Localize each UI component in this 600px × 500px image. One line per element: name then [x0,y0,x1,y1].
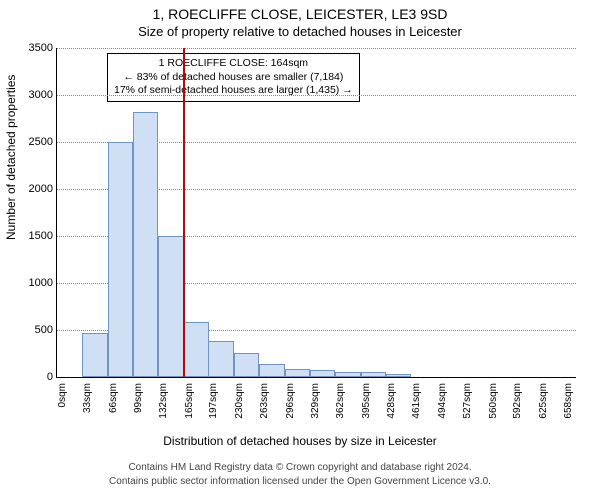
histogram-bar [158,236,183,377]
histogram-bar [361,372,386,377]
reference-line [183,48,185,377]
histogram-bar [208,341,233,377]
x-tick-label: 99sqm [133,381,144,413]
x-tick-label: 625sqm [538,381,549,419]
x-tick-label: 461sqm [411,381,422,419]
chart-subtitle: Size of property relative to detached ho… [0,24,600,39]
annotation-line2: ← 83% of detached houses are smaller (7,… [114,71,353,85]
histogram-bar [133,112,158,377]
x-tick-label: 560sqm [488,381,499,419]
y-tick-label: 2000 [29,183,57,195]
histogram-bar [234,353,259,377]
y-tick-label: 500 [35,324,57,336]
x-tick-label: 197sqm [208,381,219,419]
x-tick-label: 527sqm [462,381,473,419]
x-tick-label: 132sqm [158,381,169,419]
y-tick-label: 3000 [29,89,57,101]
x-tick-label: 592sqm [512,381,523,419]
histogram-bar [310,370,335,377]
histogram-bar [335,372,360,377]
y-tick-label: 2500 [29,136,57,148]
x-tick-label: 33sqm [82,381,93,413]
y-tick-label: 1000 [29,277,57,289]
x-tick-label: 230sqm [234,381,245,419]
x-tick-label: 428sqm [386,381,397,419]
x-tick-label: 296sqm [285,381,296,419]
y-tick-label: 0 [47,371,57,383]
x-axis-label: Distribution of detached houses by size … [0,434,600,448]
plot-area: 1 ROECLIFFE CLOSE: 164sqm ← 83% of detac… [56,48,576,378]
x-tick-label: 263sqm [259,381,270,419]
histogram-bar [108,142,133,377]
histogram-bar [82,333,107,377]
histogram-bar [184,322,209,377]
x-tick-label: 66sqm [108,381,119,413]
x-tick-label: 395sqm [361,381,372,419]
footer-line-1: Contains HM Land Registry data © Crown c… [0,462,600,473]
y-tick-label: 3500 [29,42,57,54]
y-tick-label: 1500 [29,230,57,242]
x-tick-label: 362sqm [335,381,346,419]
chart-container: { "chart": { "type": "histogram", "title… [0,0,600,500]
x-tick-label: 494sqm [437,381,448,419]
histogram-bar [259,364,284,377]
y-axis-label: Number of detached properties [4,75,18,240]
x-tick-label: 658sqm [563,381,574,419]
histogram-bar [285,369,310,377]
gridline-h [57,95,576,96]
footer-line-2: Contains public sector information licen… [0,476,600,487]
annotation-line1: 1 ROECLIFFE CLOSE: 164sqm [114,57,353,71]
histogram-bar [386,374,411,377]
x-tick-label: 329sqm [310,381,321,419]
x-tick-label: 0sqm [57,381,68,407]
gridline-h [57,48,576,49]
chart-title: 1, ROECLIFFE CLOSE, LEICESTER, LE3 9SD [0,6,600,22]
x-tick-label: 165sqm [184,381,195,419]
